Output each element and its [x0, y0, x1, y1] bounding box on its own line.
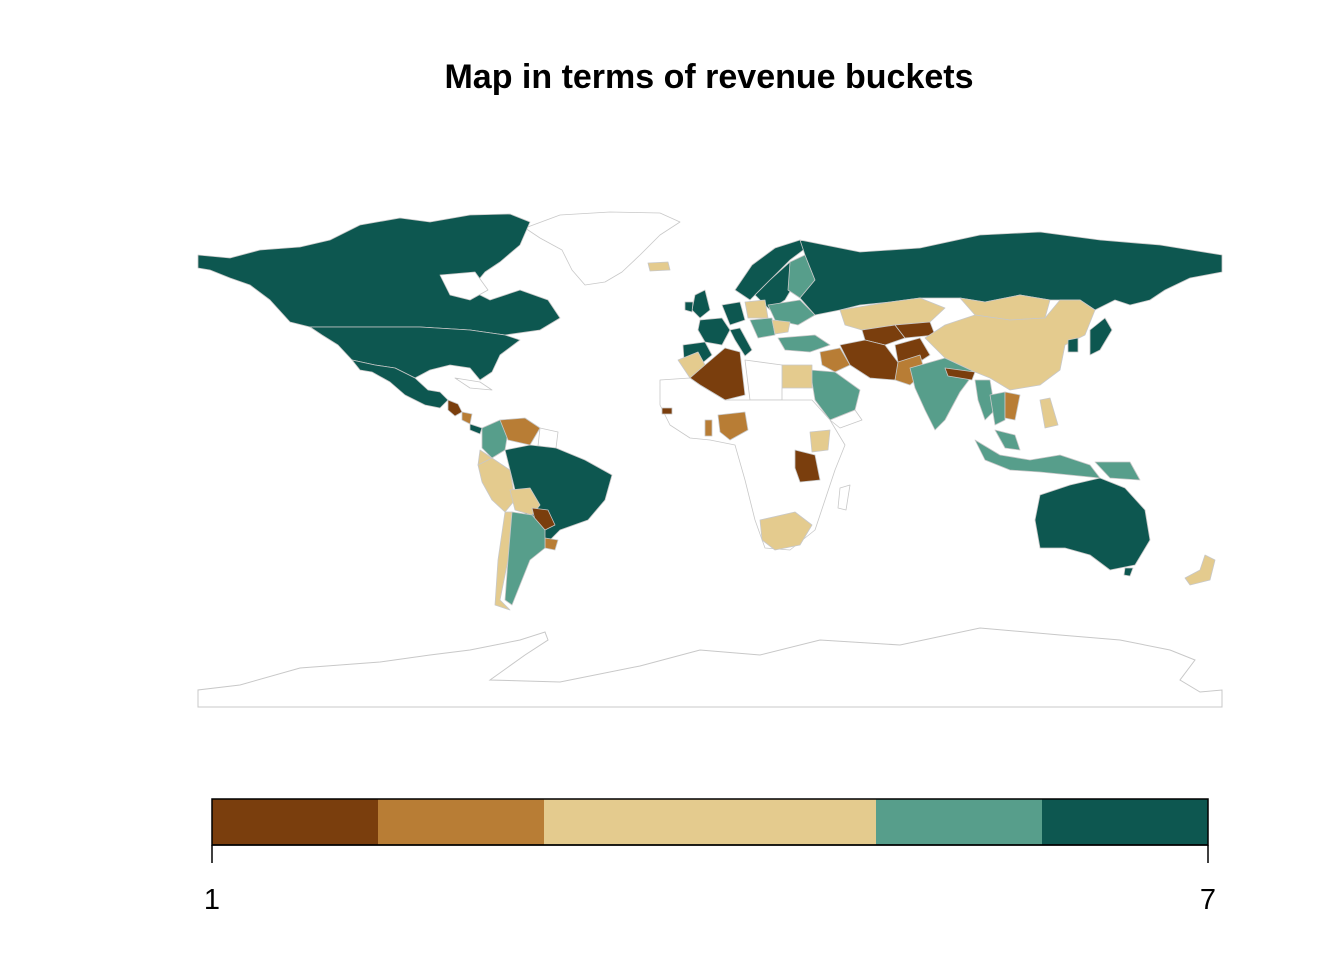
country-libya [744, 359, 783, 401]
country-philippines [1039, 397, 1059, 429]
legend-min-label: 1 [203, 884, 221, 916]
country-india [909, 357, 976, 431]
country-myanmar [974, 379, 996, 421]
country-vietnam [1004, 391, 1021, 421]
country-romania [771, 319, 791, 335]
country-cuba [454, 377, 493, 391]
country-iceland [647, 261, 671, 272]
country-korea [1067, 337, 1079, 353]
country-nepal-bangladesh [944, 367, 976, 381]
country-greenland [524, 211, 681, 286]
country-panama [469, 423, 483, 435]
country-australia [1034, 477, 1151, 571]
country-ghana [704, 419, 713, 437]
country-poland [744, 299, 769, 319]
legend-bucket-1 [212, 799, 378, 845]
country-iraq [819, 347, 851, 373]
country-mexico [351, 359, 449, 409]
country-france [697, 317, 731, 346]
country-venezuela [499, 417, 541, 446]
country-indonesia [974, 439, 1101, 479]
countries [197, 211, 1223, 611]
antarctica [197, 627, 1223, 708]
country-ethiopia [809, 429, 831, 453]
country-ukraine [767, 299, 816, 326]
country-usa [309, 326, 521, 381]
country-ireland [684, 301, 694, 313]
legend-colorbar [211, 798, 1209, 846]
country-tanzania [794, 449, 821, 483]
legend-bucket-5 [1042, 799, 1208, 845]
country-italy [729, 327, 753, 357]
country-turkmenistan [861, 324, 906, 346]
country-uk [691, 289, 711, 319]
legend-bucket-4 [876, 799, 1042, 845]
legend-bucket-2 [378, 799, 544, 845]
legend-bucket-3 [544, 799, 876, 845]
map-frame [197, 627, 1223, 708]
country-uruguay [544, 537, 559, 551]
map-title: Map in terms of revenue buckets [444, 58, 974, 96]
country-hudson-bay [439, 271, 489, 301]
country-nicaragua [461, 411, 473, 425]
country-nigeria [717, 411, 749, 441]
country-china [924, 299, 1096, 391]
country-yemen [829, 409, 863, 429]
country-canada [197, 213, 561, 336]
country-new-zealand [1184, 554, 1216, 586]
country-south-africa [759, 511, 813, 551]
country-guatemala [447, 399, 463, 417]
legend-max-label: 7 [1199, 884, 1217, 916]
country-papua-new-guinea [1094, 461, 1141, 481]
country-tasmania [1123, 567, 1134, 577]
country-peru [477, 457, 516, 513]
country-thailand [989, 391, 1006, 426]
country-balkans [749, 317, 776, 339]
country-west-africa [659, 377, 846, 551]
country-iran [839, 339, 901, 381]
country-argentina [504, 511, 546, 606]
country-turkey [777, 334, 831, 353]
country-malaysia [994, 429, 1021, 451]
country-japan [1089, 317, 1113, 356]
country-germany [721, 301, 746, 326]
country-senegal [661, 407, 673, 415]
country-madagascar [837, 484, 851, 511]
country-guyana [537, 427, 559, 449]
country-egypt [781, 364, 813, 389]
